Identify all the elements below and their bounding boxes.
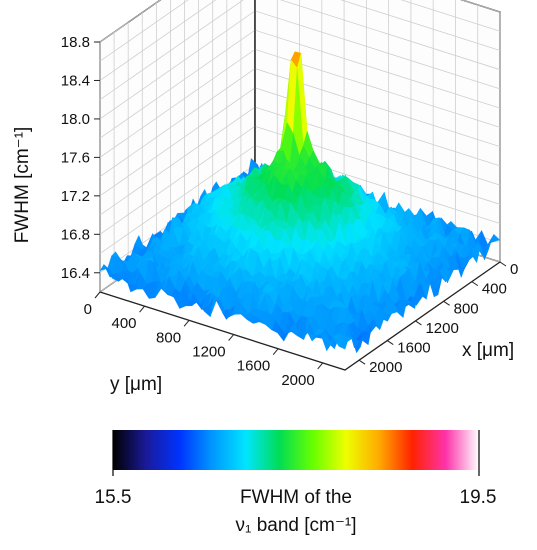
z-tick-label: 17.2	[61, 188, 90, 205]
z-tick-label: 18.0	[61, 111, 90, 128]
y-axis-ticks: 0 400 800 1200 1600 2000	[84, 291, 324, 389]
colorbar-gradient	[113, 430, 479, 470]
z-tick-label: 17.6	[61, 149, 90, 166]
z-tick-label: 16.8	[61, 226, 90, 243]
x-tick-mark	[443, 300, 450, 306]
y-axis-label: y [μm]	[110, 374, 162, 395]
wall-gridline	[99, 0, 501, 101]
y-tick-label: 800	[156, 329, 181, 346]
x-tick-mark	[499, 261, 507, 267]
y-tick-mark	[228, 334, 235, 341]
z-tick-label: 16.4	[61, 265, 90, 282]
x-tick-label: 800	[454, 300, 479, 317]
x-tick-mark	[358, 359, 366, 365]
y-tick-mark	[183, 320, 190, 327]
y-tick-mark	[94, 291, 101, 299]
colorbar-label-line2: ν₁ band [cm⁻¹]	[236, 515, 357, 536]
y-tick-label: 1600	[237, 358, 270, 375]
x-tick-label: 400	[482, 281, 507, 298]
colorbar-label-line1: FWHM of the	[240, 487, 352, 508]
y-tick-label: 1200	[192, 344, 225, 361]
x-axis-label: x [μm]	[462, 340, 514, 361]
colorbar-max-label: 19.5	[460, 487, 497, 508]
x-tick-label: 1600	[397, 340, 430, 357]
floor-front-edge	[99, 261, 501, 371]
x-tick-mark	[415, 320, 422, 326]
surface-cell	[338, 336, 350, 350]
y-tick-mark	[272, 348, 279, 356]
wall-gridline	[99, 0, 501, 62]
x-tick-label: 2000	[369, 359, 402, 376]
x-tick-label: 1200	[425, 320, 458, 337]
z-axis-label: FWHM [cm⁻¹]	[12, 127, 33, 244]
y-tick-label: 2000	[281, 372, 314, 389]
z-axis-ticks: 16.4 16.8 17.2 17.6 18.0 18.4 18.8	[61, 34, 100, 282]
y-tick-label: 0	[84, 301, 92, 318]
x-tick-mark	[471, 281, 479, 287]
wall-gridline	[99, 0, 501, 81]
colorbar: 15.5 19.5 FWHM of the ν₁ band [cm⁻¹]	[95, 430, 497, 536]
y-tick-mark	[317, 362, 324, 370]
y-tick-label: 400	[112, 315, 137, 332]
colorbar-min-label: 15.5	[95, 487, 132, 508]
x-tick-mark	[386, 340, 394, 345]
wall-gridline	[99, 0, 501, 43]
surface-mesh	[99, 51, 501, 354]
z-tick-label: 18.8	[61, 34, 90, 51]
y-tick-mark	[139, 305, 145, 313]
z-tick-label: 18.4	[61, 72, 90, 89]
x-tick-label: 0	[510, 261, 518, 278]
